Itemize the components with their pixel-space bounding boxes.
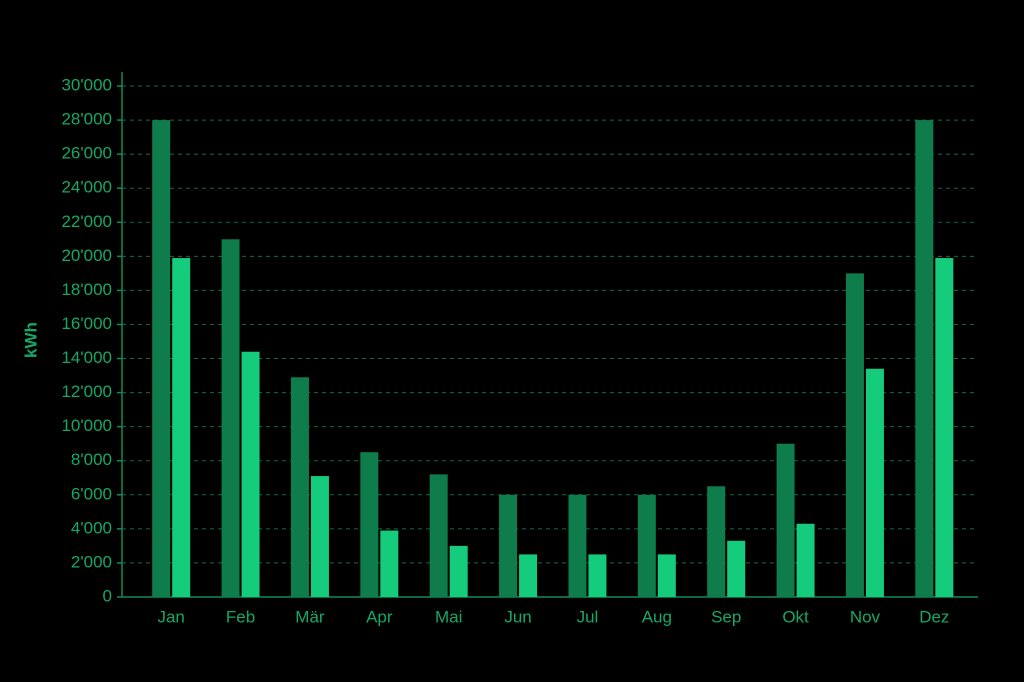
x-tick-label: Sep <box>711 607 741 626</box>
x-tick-label: Nov <box>850 607 881 626</box>
y-tick-label: 6'000 <box>71 484 112 503</box>
x-tick-label: Aug <box>642 607 672 626</box>
bar <box>221 239 240 598</box>
y-axis-label: kWh <box>21 322 40 358</box>
bar <box>796 523 815 597</box>
y-tick-label: 26'000 <box>61 144 112 163</box>
bar <box>707 486 726 597</box>
bar <box>290 377 309 597</box>
x-tick-label: Jun <box>504 607 531 626</box>
bar <box>380 530 399 597</box>
y-tick-label: 4'000 <box>71 518 112 537</box>
bar <box>519 554 538 597</box>
bar <box>241 351 260 597</box>
bar <box>865 368 884 597</box>
bar <box>152 120 171 598</box>
bar <box>310 476 329 597</box>
y-tick-label: 30'000 <box>61 75 112 94</box>
bar <box>915 120 934 598</box>
bar <box>637 494 656 597</box>
bar <box>588 554 607 597</box>
y-tick-label: 20'000 <box>61 246 112 265</box>
y-tick-label: 14'000 <box>61 348 112 367</box>
bar <box>845 273 864 597</box>
y-tick-label: 16'000 <box>61 314 112 333</box>
y-tick-label: 12'000 <box>61 382 112 401</box>
x-tick-label: Jan <box>157 607 184 626</box>
bar <box>172 258 191 597</box>
x-tick-label: Feb <box>226 607 255 626</box>
x-tick-label: Okt <box>782 607 809 626</box>
y-tick-label: 22'000 <box>61 212 112 231</box>
bar <box>449 545 468 597</box>
y-tick-label: 28'000 <box>61 110 112 129</box>
bar <box>935 258 954 597</box>
x-tick-label: Mai <box>435 607 462 626</box>
bar <box>360 452 379 597</box>
x-tick-label: Mär <box>295 607 325 626</box>
y-tick-label: 18'000 <box>61 280 112 299</box>
x-tick-label: Apr <box>366 607 393 626</box>
y-tick-label: 8'000 <box>71 450 112 469</box>
y-tick-label: 10'000 <box>61 416 112 435</box>
bar <box>657 554 676 597</box>
y-tick-label: 2'000 <box>71 552 112 571</box>
x-tick-label: Jul <box>577 607 599 626</box>
bar <box>499 494 518 597</box>
bar <box>568 494 587 597</box>
x-tick-label: Dez <box>919 607 949 626</box>
y-tick-label: 24'000 <box>61 178 112 197</box>
y-tick-label: 0 <box>103 586 112 605</box>
bar <box>727 540 746 597</box>
bar <box>776 443 795 597</box>
bar <box>429 474 448 597</box>
